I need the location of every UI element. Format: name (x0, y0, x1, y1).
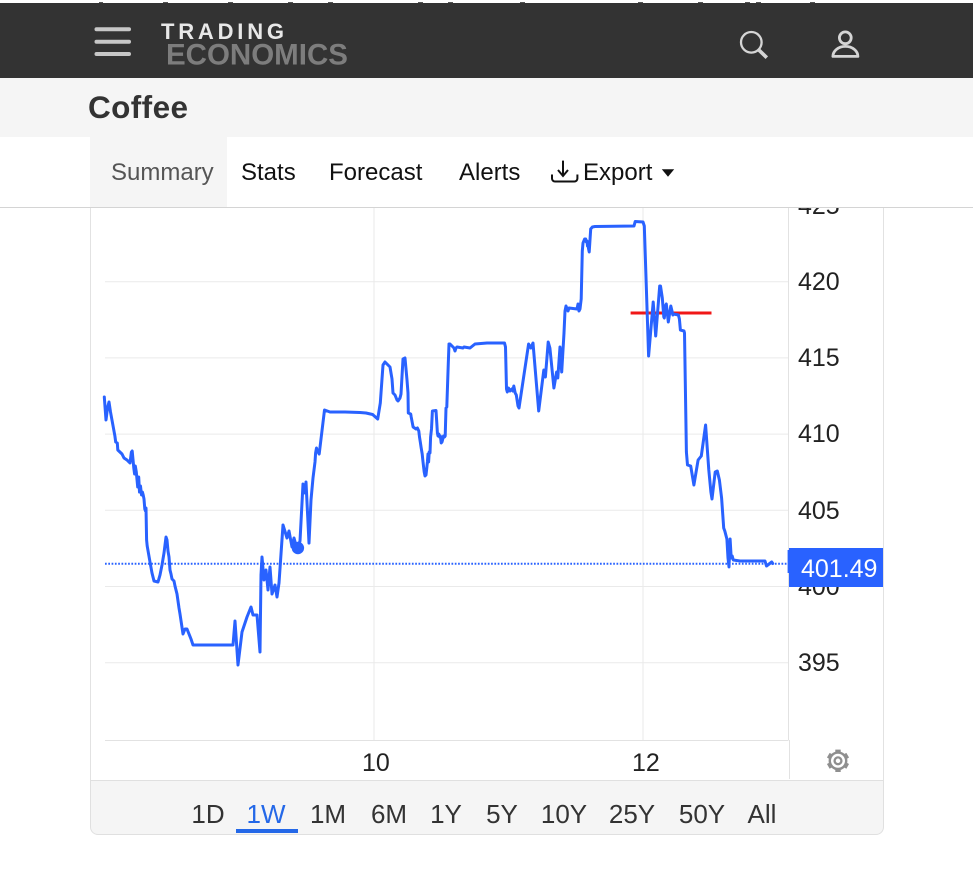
svg-text:405: 405 (798, 497, 840, 525)
svg-text:395: 395 (798, 649, 840, 677)
svg-text:TRADING: TRADING (161, 19, 288, 44)
svg-text:ECONOMICS: ECONOMICS (166, 39, 348, 72)
svg-text:410: 410 (798, 420, 840, 448)
svg-text:12: 12 (632, 749, 660, 777)
svg-text:415: 415 (798, 344, 840, 372)
svg-text:10: 10 (362, 749, 390, 777)
svg-text:401.49: 401.49 (801, 555, 877, 583)
svg-text:420: 420 (798, 268, 840, 296)
svg-text:425: 425 (798, 208, 840, 220)
